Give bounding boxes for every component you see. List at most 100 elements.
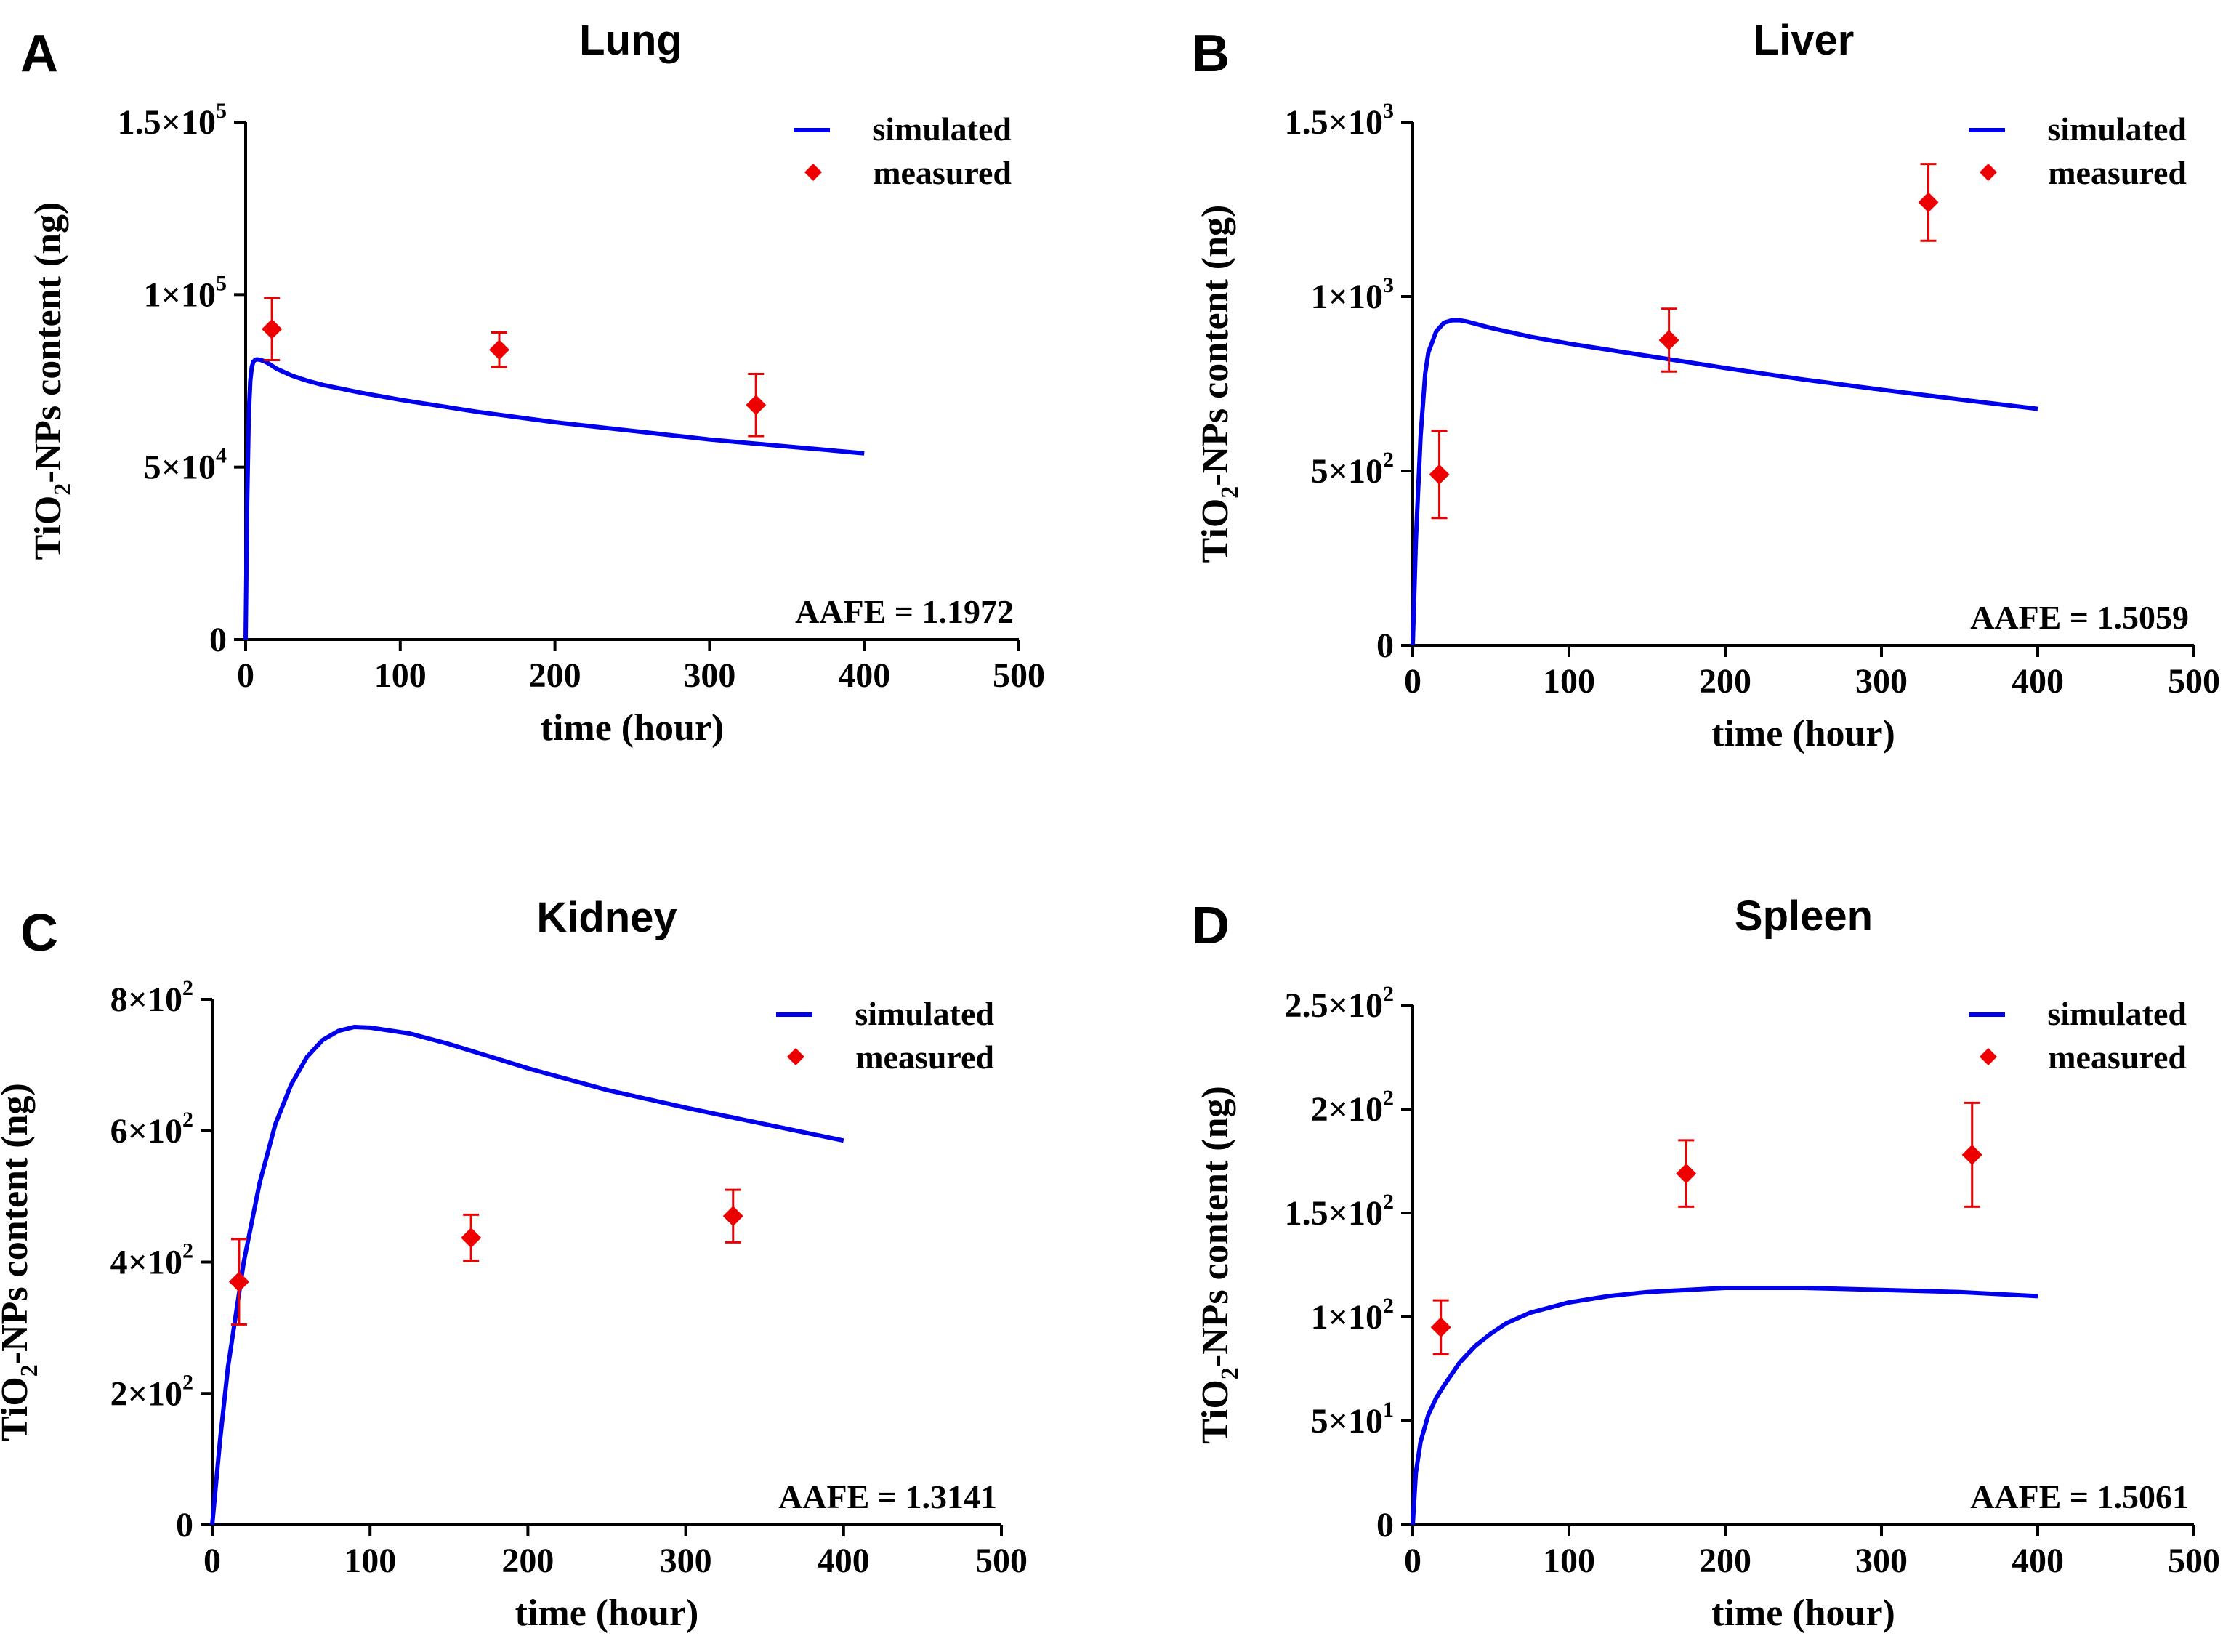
legend-simulated-label: simulated — [2047, 110, 2187, 148]
measured-marker — [746, 395, 767, 416]
y-tick-label: 1×102 — [1311, 1294, 1394, 1337]
legend-measured-swatch — [1980, 164, 1997, 181]
y-tick-label: 0 — [209, 621, 227, 659]
panel-a: A Lung 0 100 200 300 400 500 0 5×104 1×105 1.5×105 t… — [20, 17, 1045, 749]
panel-b: B Liver 0 100 200 300 400 500 0 5×102 1×103 1.5×103… — [1192, 17, 2220, 754]
y-tick-label: 5×102 — [1311, 448, 1394, 491]
simulated-series-line — [1411, 1286, 2038, 1526]
x-tick-label: 100 — [344, 1542, 396, 1580]
measured-point — [1430, 1299, 1451, 1355]
y-tick-label: 8×102 — [110, 976, 193, 1019]
x-tick-label: 400 — [2012, 1542, 2064, 1580]
panel-letter: D — [1192, 897, 1230, 955]
x-tick-label: 300 — [683, 656, 735, 695]
aafe-annotation: AAFE = 1.5059 — [1970, 599, 2189, 636]
measured-point — [262, 297, 283, 362]
y-tick-label: 5×104 — [144, 444, 227, 487]
x-tick-label: 200 — [1699, 1542, 1751, 1580]
panel-letter: C — [20, 904, 58, 962]
measured-point — [1918, 163, 1939, 242]
measured-marker — [228, 1271, 249, 1292]
x-axis-label: time (hour) — [1711, 713, 1895, 754]
x-tick-label: 300 — [1855, 662, 1908, 701]
x-tick-label: 0 — [1404, 1542, 1421, 1580]
legend-measured-label: measured — [855, 1039, 994, 1076]
aafe-annotation: AAFE = 1.3141 — [778, 1478, 997, 1515]
legend: simulated measured — [776, 995, 994, 1076]
y-tick-label: 1.5×105 — [118, 99, 227, 142]
legend-simulated-label: simulated — [855, 995, 994, 1032]
measured-marker — [1676, 1163, 1697, 1184]
measured-marker — [722, 1206, 743, 1227]
x-axis-label: time (hour) — [1711, 1592, 1895, 1634]
y-tick-label: 1×105 — [144, 271, 227, 314]
measured-point — [746, 373, 767, 438]
measured-point — [1658, 307, 1679, 373]
measured-marker — [1961, 1144, 1982, 1165]
y-tick-label: 0 — [1376, 626, 1394, 665]
measured-point — [228, 1238, 249, 1326]
measured-marker — [1430, 1317, 1451, 1338]
legend-measured-label: measured — [2048, 1039, 2187, 1076]
simulated-series-line — [1411, 318, 2038, 646]
x-tick-label: 200 — [501, 1542, 554, 1580]
y-tick-label: 2×102 — [110, 1370, 193, 1413]
measured-marker — [488, 339, 509, 360]
panel-d: D Spleen 0 100 200 300 400 500 0 5×101 1×102 1.5×10… — [1192, 893, 2220, 1634]
x-tick-label: 400 — [2012, 662, 2064, 701]
x-tick-label: 500 — [975, 1542, 1028, 1580]
legend-measured-swatch — [1980, 1048, 1997, 1065]
y-tick-label: 0 — [176, 1506, 193, 1544]
measured-marker — [1658, 330, 1679, 350]
y-axis-label: TiO2-NPs content (ng) — [0, 1083, 43, 1441]
y-tick-label: 2×102 — [1311, 1086, 1394, 1129]
panel-letter: A — [20, 25, 58, 83]
panel-c: C Kidney 0 100 200 300 400 500 0 2×102 4×102 6×102 8… — [0, 894, 1028, 1634]
measured-marker — [1429, 464, 1450, 485]
chart-title: Lung — [579, 17, 682, 64]
legend-simulated-label: simulated — [872, 110, 1012, 148]
legend: simulated measured — [1969, 110, 2187, 191]
legend: simulated measured — [794, 110, 1012, 191]
y-axis-label: TiO2-NPs content (ng) — [1195, 1086, 1243, 1444]
simulated-series-line — [243, 357, 865, 640]
x-tick-label: 400 — [838, 656, 890, 695]
legend: simulated measured — [1969, 995, 2187, 1076]
legend-measured-swatch — [787, 1048, 804, 1065]
measured-point — [1429, 430, 1450, 520]
x-tick-label: 300 — [660, 1542, 712, 1580]
legend-simulated-label: simulated — [2047, 995, 2187, 1032]
x-tick-label: 100 — [374, 656, 427, 695]
y-tick-label: 1×103 — [1311, 273, 1394, 316]
x-tick-label: 200 — [529, 656, 581, 695]
x-tick-label: 500 — [993, 656, 1045, 695]
y-tick-label: 1.5×103 — [1285, 99, 1394, 142]
legend-measured-label: measured — [873, 154, 1012, 191]
measured-point — [722, 1188, 743, 1244]
y-tick-label: 1.5×102 — [1285, 1190, 1394, 1233]
x-tick-label: 400 — [818, 1542, 870, 1580]
aafe-annotation: AAFE = 1.5061 — [1970, 1478, 2189, 1515]
simulated-series-line — [210, 1024, 844, 1526]
x-tick-label: 100 — [1543, 1542, 1595, 1580]
measured-marker — [262, 318, 283, 339]
x-tick-label: 300 — [1855, 1542, 1908, 1580]
x-tick-label: 0 — [237, 656, 254, 695]
panel-letter: B — [1192, 25, 1230, 83]
x-tick-label: 500 — [2168, 1542, 2220, 1580]
legend-measured-label: measured — [2048, 154, 2187, 191]
y-axis-label: TiO2-NPs content (ng) — [28, 202, 76, 560]
x-tick-label: 500 — [2168, 662, 2220, 701]
y-tick-label: 0 — [1376, 1506, 1394, 1544]
measured-marker — [461, 1228, 482, 1249]
legend-measured-swatch — [804, 164, 822, 181]
measured-point — [488, 331, 509, 368]
aafe-annotation: AAFE = 1.1972 — [795, 593, 1014, 630]
x-tick-label: 0 — [1404, 662, 1421, 701]
chart-title: Liver — [1754, 17, 1855, 64]
measured-point — [461, 1213, 482, 1262]
y-axis-label: TiO2-NPs content (ng) — [1195, 205, 1243, 563]
y-tick-label: 4×102 — [110, 1239, 193, 1282]
y-tick-label: 5×101 — [1311, 1398, 1394, 1441]
